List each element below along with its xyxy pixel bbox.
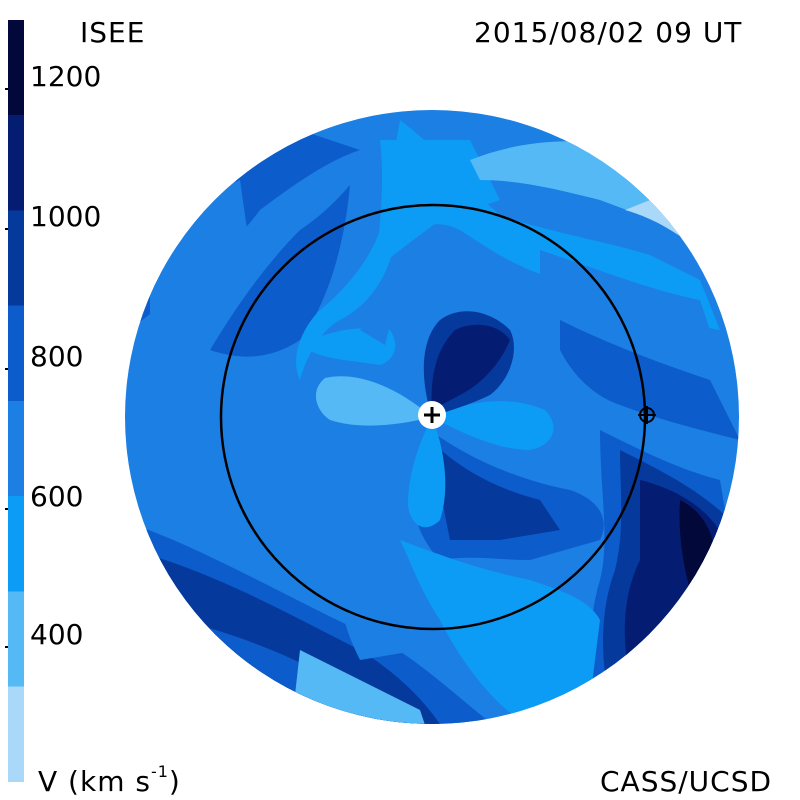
colorbar-tickmark — [5, 228, 8, 230]
sun-icon — [418, 401, 446, 429]
colorbar-unit-exponent: -1 — [150, 761, 169, 781]
field-region-500-mid-left — [300, 328, 396, 365]
colorbar-tick-600: 600 — [30, 480, 84, 513]
colorbar-unit-text: V (km s — [38, 765, 151, 798]
colorbar-tick-1000: 1000 — [30, 200, 102, 233]
velocity-field — [125, 110, 739, 724]
datetime-label: 2015/08/02 09 UT — [474, 16, 743, 49]
field-region-500-pinwheel-down — [408, 417, 446, 528]
colorbar-tick-800: 800 — [30, 340, 84, 373]
field-region-500-pinwheel-right — [432, 401, 554, 450]
velocity-colorbar — [8, 20, 24, 782]
colorbar-tickmark — [5, 646, 8, 648]
field-region-700-right — [560, 320, 739, 440]
colorbar-tickmark — [5, 88, 8, 90]
field-region-800-center — [430, 440, 560, 540]
colorbar-tick-1200: 1200 — [30, 60, 102, 93]
source-label: ISEE — [80, 16, 146, 49]
field-region-600-bottom — [341, 560, 420, 660]
field-region-900-pinwheel-up — [431, 324, 510, 410]
earth-orbit-circle — [219, 203, 647, 631]
colorbar-tickmark — [5, 368, 8, 370]
colorbar-tickmark — [5, 508, 8, 510]
earth-icon — [638, 406, 656, 424]
colorbar-unit-label: V (km s-1) — [38, 761, 181, 798]
colorbar-unit-close: ) — [168, 765, 181, 798]
field-region-400-pinwheel-left — [315, 376, 432, 426]
credit-label: CASS/UCSD — [600, 765, 773, 798]
field-region-600-mid-left — [360, 320, 390, 345]
colorbar-tick-400: 400 — [30, 618, 84, 651]
field-region-500-bottom — [400, 540, 600, 720]
field-region-300-top-right — [625, 200, 720, 270]
field-region-600-right-upper — [540, 250, 720, 360]
